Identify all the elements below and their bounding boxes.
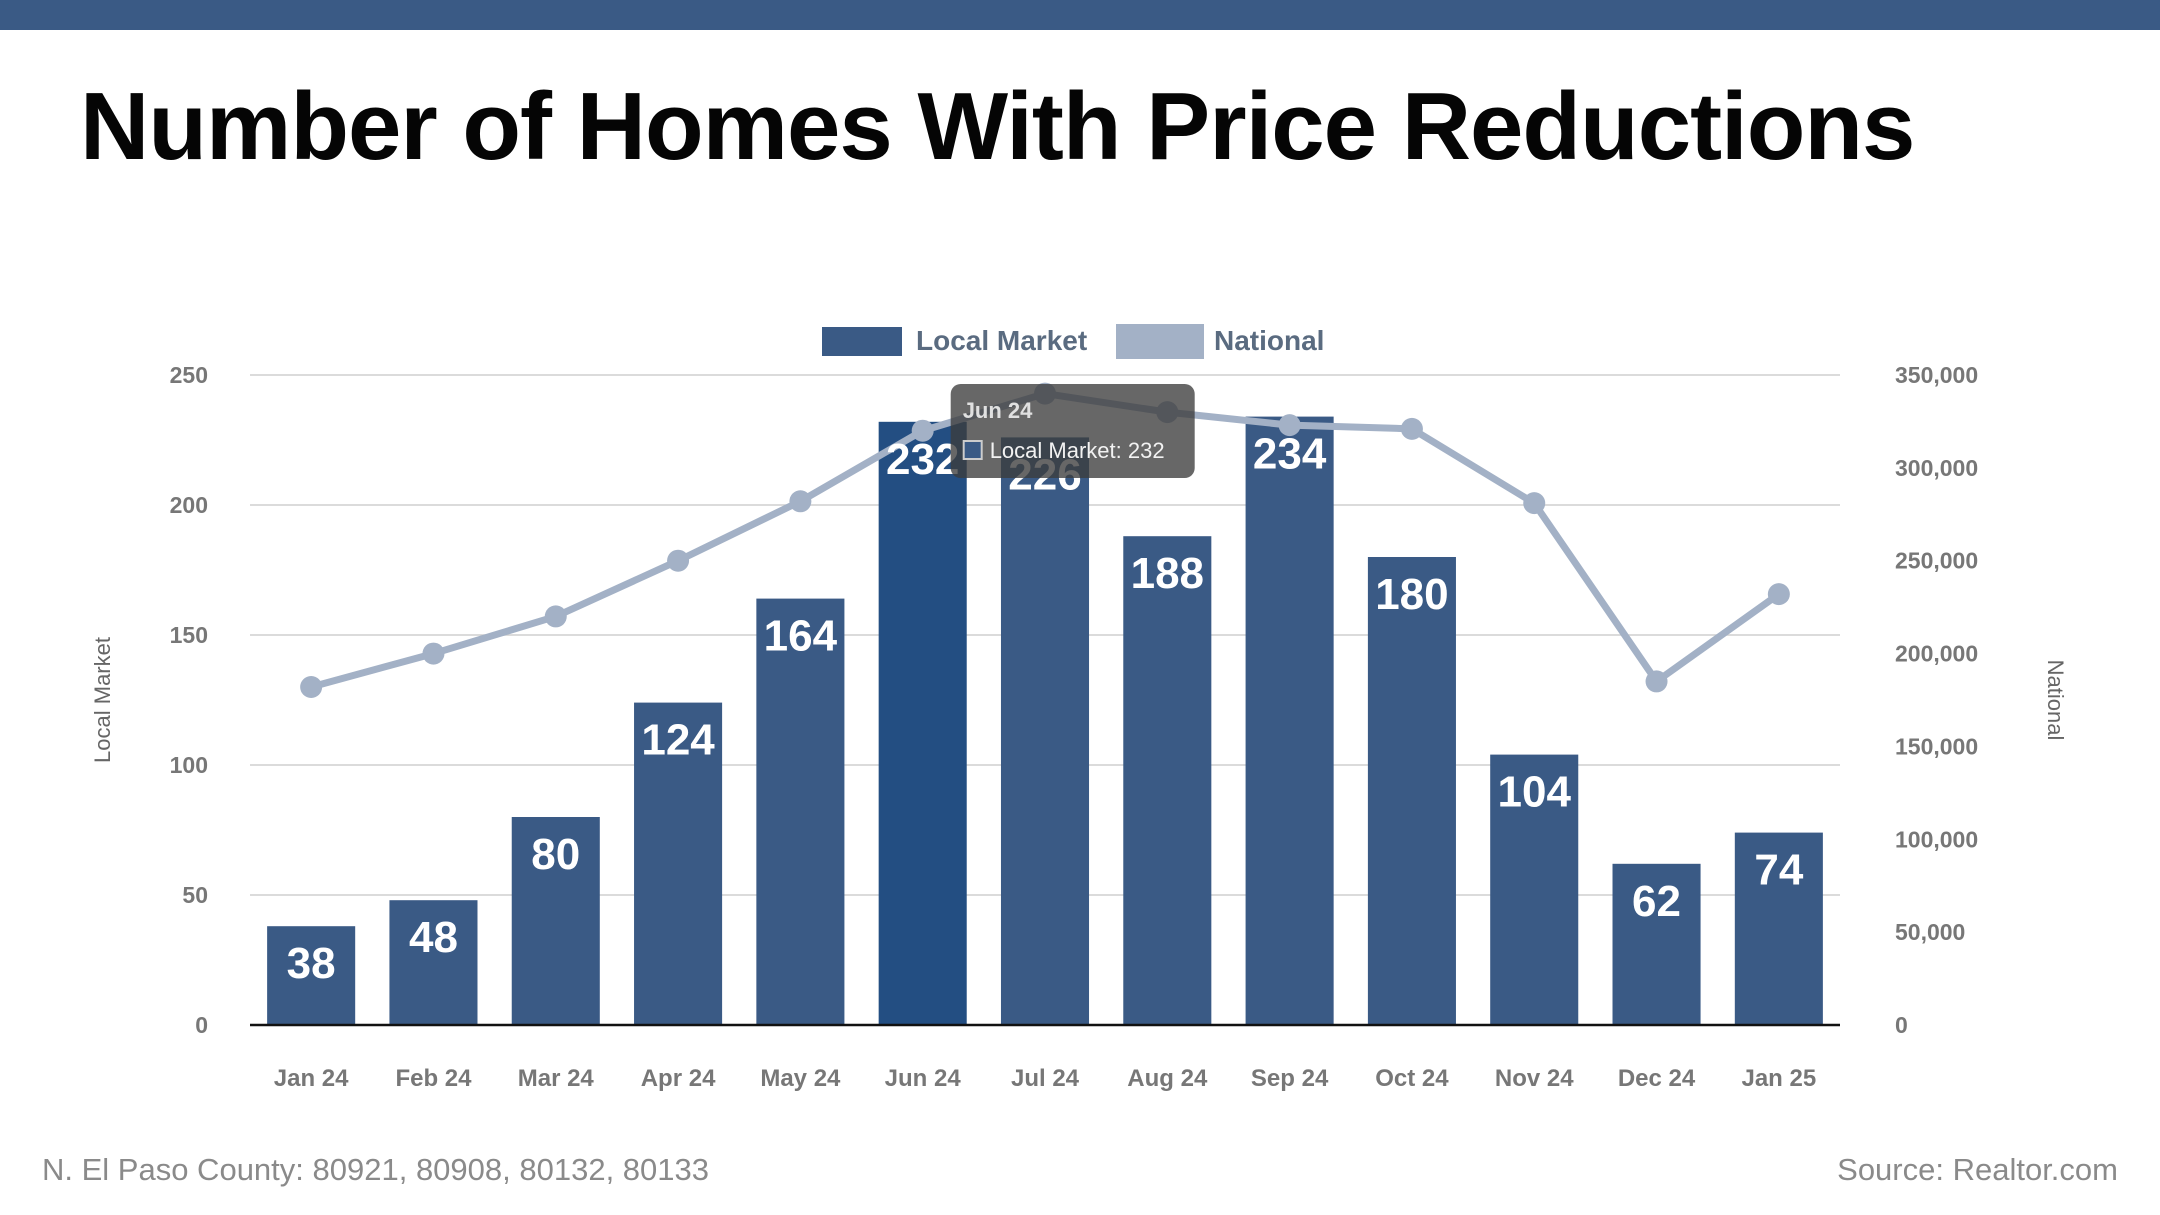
y-right-tick-label: 50,000 (1895, 919, 1965, 945)
bar-local-market (756, 598, 845, 1025)
y-left-tick-label: 0 (195, 1012, 208, 1038)
bar-value-label: 188 (1131, 549, 1204, 598)
tooltip-swatch (962, 440, 983, 460)
point-national (300, 676, 323, 698)
bar-value-label: 180 (1375, 570, 1448, 619)
bar-local-market (634, 702, 723, 1025)
bar-local-market (511, 817, 600, 1025)
bar-local-market (1000, 437, 1090, 1025)
bar-local-market (878, 421, 967, 1025)
y-right-tick-label: 300,000 (1895, 455, 1978, 481)
point-national (544, 605, 567, 628)
bar-value-label: 38 (287, 939, 336, 988)
x-tick-label: Jun 24 (885, 1065, 962, 1092)
y-left-tick-label: 50 (182, 882, 208, 908)
bar-value-label: 74 (1754, 846, 1803, 895)
tooltip-box (950, 384, 1195, 478)
bar-value-label: 104 (1498, 768, 1572, 817)
bar-value-label: 232 (886, 435, 959, 484)
legend-swatch-national (1116, 324, 1204, 359)
x-tick-label: Dec 24 (1618, 1065, 1696, 1092)
bar-local-market (1612, 863, 1701, 1025)
x-tick-label: Mar 24 (518, 1065, 595, 1092)
x-tick-label: Jul 24 (1011, 1065, 1080, 1092)
bar-local-market (1490, 754, 1579, 1025)
bar-local-market (267, 926, 356, 1025)
y-left-tick-label: 200 (170, 492, 208, 518)
tooltip-title: Jun 24 (963, 398, 1033, 423)
x-tick-label: May 24 (760, 1065, 841, 1092)
x-tick-label: Jan 25 (1741, 1065, 1816, 1092)
point-national (789, 490, 812, 513)
tooltip-text: Local Market: 232 (990, 438, 1165, 463)
bar-local-market (1123, 536, 1212, 1025)
point-national (1523, 492, 1546, 515)
footer-zip-codes: N. El Paso County: 80921, 80908, 80132, … (42, 1152, 709, 1187)
page-title: Number of Homes With Price Reductions (80, 73, 1915, 180)
bar-local-market (1734, 832, 1823, 1025)
bar-value-label: 62 (1632, 877, 1681, 926)
bar-local-market (1245, 416, 1334, 1026)
x-tick-label: Nov 24 (1495, 1065, 1574, 1092)
y-right-tick-label: 150,000 (1895, 733, 1978, 759)
y-left-tick-label: 250 (170, 362, 208, 388)
point-national (422, 642, 445, 665)
bar-local-market (389, 900, 478, 1025)
point-national (1767, 583, 1790, 606)
legend-label-national: National (1214, 325, 1324, 356)
y-right-axis-title: National (2043, 660, 2068, 741)
y-right-tick-label: 0 (1895, 1012, 1908, 1038)
point-national (911, 419, 934, 442)
y-right-tick-label: 200,000 (1895, 641, 1978, 667)
y-left-tick-label: 100 (170, 752, 208, 778)
y-left-axis-title: Local Market (90, 637, 115, 763)
x-tick-label: Aug 24 (1127, 1065, 1208, 1092)
point-national (667, 549, 690, 572)
bar-local-market (1367, 557, 1456, 1025)
y-right-tick-label: 100,000 (1895, 826, 1978, 852)
legend-label-local-market: Local Market (916, 325, 1087, 356)
legend-swatch-local-market (822, 327, 902, 356)
y-right-tick-label: 350,000 (1895, 362, 1978, 388)
bar-value-label: 48 (409, 913, 458, 962)
point-national (1400, 417, 1423, 440)
x-tick-label: Jan 24 (274, 1065, 349, 1092)
y-right-tick-label: 250,000 (1895, 548, 1978, 574)
x-tick-label: Apr 24 (641, 1065, 716, 1092)
top-accent-band (0, 0, 2160, 30)
point-national (1278, 414, 1301, 437)
bar-value-label: 234 (1253, 430, 1327, 479)
y-left-tick-label: 150 (170, 622, 208, 648)
point-national (1645, 670, 1668, 693)
bar-value-label: 124 (641, 716, 715, 765)
x-tick-label: Oct 24 (1375, 1065, 1449, 1092)
bar-value-label: 80 (531, 830, 580, 879)
x-tick-label: Feb 24 (395, 1065, 472, 1092)
x-tick-label: Sep 24 (1251, 1065, 1329, 1092)
footer-source: Source: Realtor.com (1837, 1152, 2118, 1187)
bar-value-label: 164 (764, 612, 838, 661)
